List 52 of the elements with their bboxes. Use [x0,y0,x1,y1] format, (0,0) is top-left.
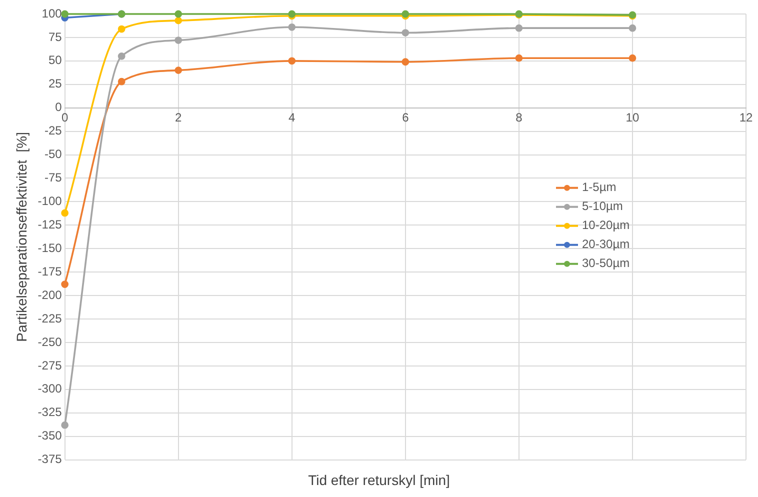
y-tick-label: 0 [55,100,62,114]
x-axis-title: Tid efter returskyl [min] [307,472,451,488]
y-tick-label: -25 [44,124,62,138]
point [61,209,69,217]
y-tick-label: -325 [38,405,62,420]
y-tick-label: -250 [38,334,62,349]
y-tick-label: -125 [38,217,62,232]
x-tick-label: 12 [739,110,753,124]
point [402,29,410,36]
point [628,54,636,62]
y-tick-label: -300 [38,382,62,396]
x-tick-label: 4 [288,110,296,124]
x-tick-label: 10 [626,110,640,124]
x-tick-label: 8 [516,110,523,124]
y-tick-label: -150 [38,240,62,255]
x-tick-label: 2 [175,110,182,124]
point [61,280,69,288]
legend-label: 5-10µm [582,199,623,214]
y-tick-label: 100 [42,6,62,20]
point [515,24,523,32]
legend-label: 10-20µm [582,218,630,232]
y-tick-label: -50 [44,147,62,162]
point [118,25,126,33]
point [174,36,182,44]
y-tick-label: -375 [38,452,62,466]
point [174,16,182,24]
point [61,421,69,429]
y-tick-label: -275 [38,358,62,372]
y-axis-title: Partikelseparationseffektivitet [%] [13,132,30,342]
point [288,23,296,31]
y-tick-label: -100 [38,194,62,208]
x-tick-label: 6 [402,110,410,124]
y-tick-label: 25 [48,76,62,91]
y-tick-label: -75 [44,170,62,185]
y-tick-label: -200 [38,288,62,302]
y-tick-label: 50 [48,53,62,68]
point [515,54,523,62]
y-tick-label: -175 [38,264,62,278]
point [174,66,182,74]
point [118,52,126,60]
point [61,10,69,18]
y-tick-label: -350 [38,428,62,443]
point [402,58,410,66]
legend-label: 20-30µm [582,237,630,252]
point [174,10,182,18]
legend-label: 30-50µm [582,256,630,270]
point [118,78,126,86]
legend-label: 1-5µm [582,180,616,194]
y-tick-label: -225 [38,311,62,326]
point [288,57,296,65]
point [628,24,636,32]
y-tick-label: 75 [48,30,62,44]
